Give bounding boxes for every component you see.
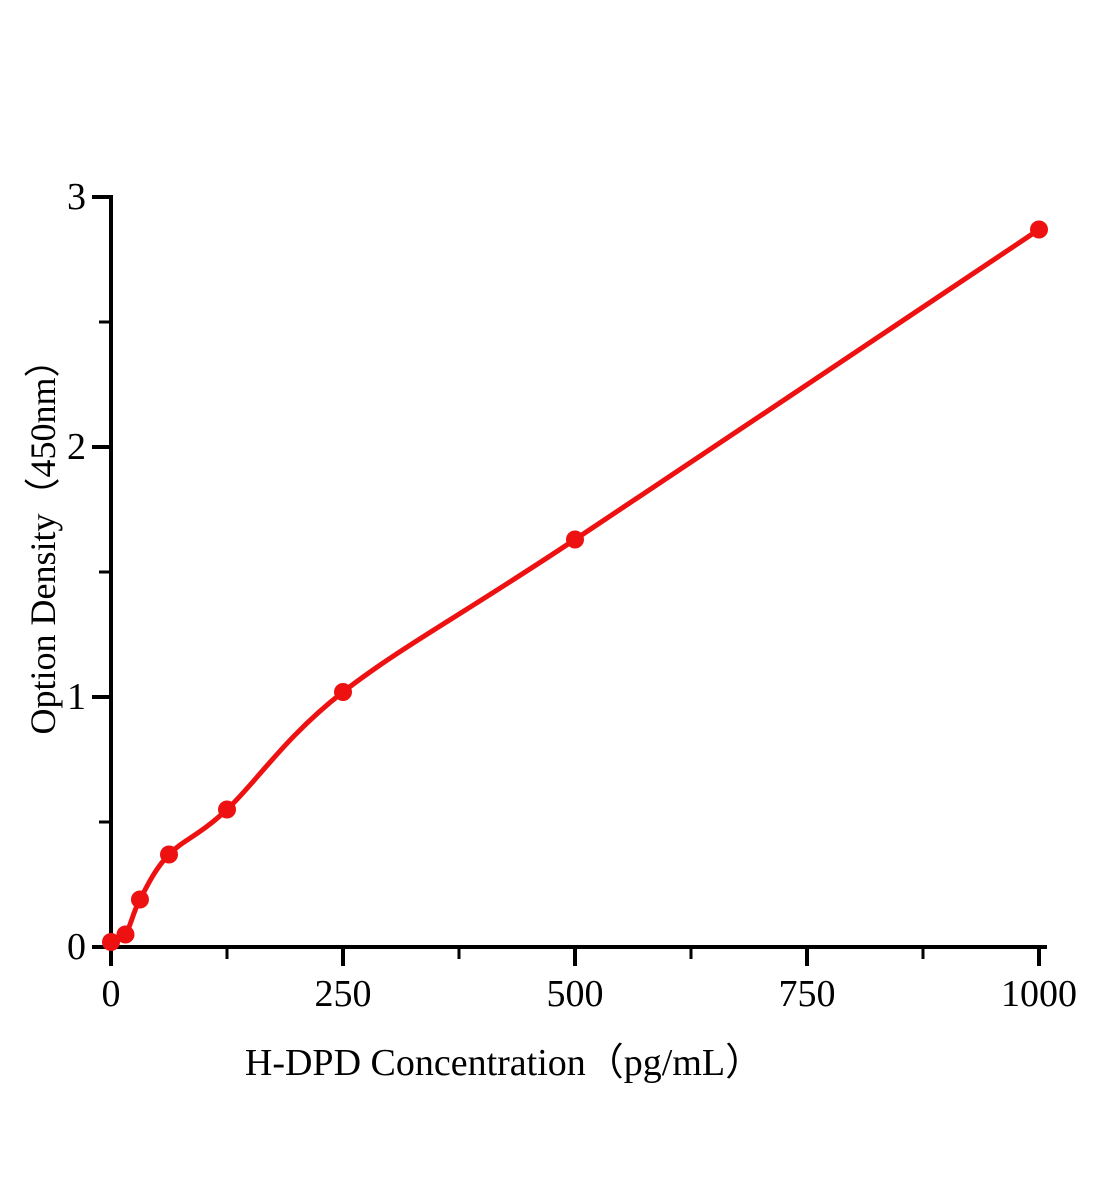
data-point: [1030, 220, 1048, 239]
y-tick-label: 2: [67, 426, 86, 468]
data-point: [102, 933, 120, 951]
x-tick-label: 250: [315, 973, 372, 1015]
y-axis-title: Option Density（450nm）: [23, 341, 63, 735]
x-tick-label: 750: [779, 973, 836, 1015]
data-point: [116, 925, 135, 944]
y-tick-label: 3: [67, 176, 86, 218]
data-point: [160, 845, 178, 864]
y-tick-label: 1: [67, 676, 86, 718]
data-point: [130, 890, 149, 909]
x-tick-label: 0: [102, 973, 121, 1015]
data-point: [218, 800, 236, 819]
data-point: [334, 683, 352, 701]
y-tick-label: 0: [67, 926, 86, 968]
x-tick-label: 1000: [1001, 973, 1077, 1015]
fitted-curve: [108, 227, 1042, 945]
data-point: [566, 530, 584, 549]
x-tick-label: 500: [547, 973, 604, 1015]
x-axis-title: H-DPD Concentration（pg/mL）: [244, 1042, 764, 1084]
